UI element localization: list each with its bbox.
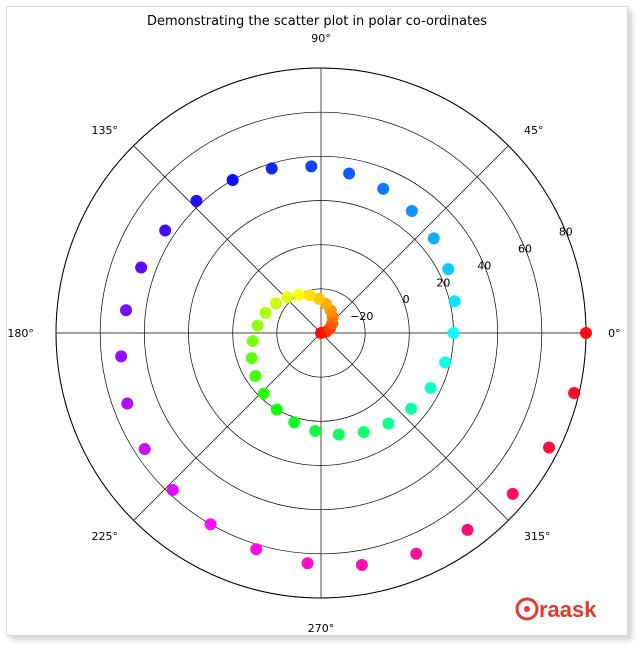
- scatter-point: [250, 543, 262, 555]
- scatter-point: [288, 416, 300, 428]
- scatter-point: [449, 295, 461, 307]
- r-tick-label: 40: [477, 259, 491, 272]
- scatter-point: [258, 388, 270, 400]
- scatter-point: [428, 232, 440, 244]
- scatter-point: [135, 262, 147, 274]
- grid-spoke: [321, 333, 508, 520]
- scatter-point: [293, 289, 305, 301]
- theta-tick-label: 180°: [7, 327, 34, 340]
- scatter-point: [247, 335, 259, 347]
- scatter-point: [356, 559, 368, 571]
- scatter-point: [543, 442, 555, 454]
- grid-spoke: [134, 146, 321, 333]
- scatter-point: [249, 370, 261, 382]
- theta-tick-label: 135°: [92, 124, 119, 137]
- scatter-point: [304, 289, 316, 301]
- scatter-point: [139, 443, 151, 455]
- scatter-point: [442, 263, 454, 275]
- scatter-point: [425, 382, 437, 394]
- scatter-point: [377, 183, 389, 195]
- scatter-point: [205, 518, 217, 530]
- theta-tick-label: 0°: [608, 327, 621, 340]
- scatter-point: [115, 350, 127, 362]
- scatter-point: [405, 403, 417, 415]
- page-frame: Demonstrating the scatter plot in polar …: [0, 0, 639, 647]
- scatter-point: [568, 387, 580, 399]
- scatter-point: [260, 307, 272, 319]
- scatter-point: [382, 418, 394, 430]
- scatter-point: [252, 320, 264, 332]
- radial-tick-labels: −20 0 20 40 60 80: [350, 226, 573, 324]
- brand-text: raask: [539, 597, 597, 622]
- scatter-point: [167, 484, 179, 496]
- scatter-point: [120, 304, 132, 316]
- scatter-point: [439, 356, 451, 368]
- r-tick-label: 20: [436, 276, 450, 289]
- scatter-point: [305, 160, 317, 172]
- scatter-point: [302, 557, 314, 569]
- chart-title: Demonstrating the scatter plot in polar …: [147, 14, 487, 29]
- angular-tick-labels: 0° 45° 90° 135° 180° 225° 270° 315°: [7, 32, 620, 635]
- theta-tick-label: 315°: [524, 530, 551, 543]
- scatter-point: [121, 397, 133, 409]
- scatter-point: [406, 205, 418, 217]
- scatter-point: [271, 404, 283, 416]
- scatter-point: [333, 428, 345, 440]
- scatter-point: [462, 524, 474, 536]
- scatter-point: [343, 168, 355, 180]
- theta-tick-label: 270°: [308, 622, 335, 635]
- scatter-point: [227, 174, 239, 186]
- scatter-point: [410, 548, 422, 560]
- scatter-point: [270, 297, 282, 309]
- scatter-point: [358, 426, 370, 438]
- brand-watermark: raask: [517, 597, 597, 622]
- theta-tick-label: 45°: [524, 124, 544, 137]
- r-tick-label: 80: [559, 226, 573, 239]
- brand-dot-icon: [524, 606, 530, 612]
- r-tick-label: 60: [518, 242, 532, 255]
- scatter-point: [159, 225, 171, 237]
- r-tick-label: −20: [350, 310, 373, 323]
- polar-chart: Demonstrating the scatter plot in polar …: [7, 7, 627, 635]
- scatter-point: [507, 488, 519, 500]
- scatter-point: [266, 162, 278, 174]
- scatter-point: [448, 327, 460, 339]
- scatter-point: [281, 291, 293, 303]
- theta-tick-label: 225°: [92, 530, 119, 543]
- scatter-point: [580, 327, 592, 339]
- theta-tick-label: 90°: [311, 32, 331, 45]
- r-tick-label: 0: [403, 293, 410, 306]
- scatter-point: [246, 352, 258, 364]
- scatter-point: [190, 195, 202, 207]
- scatter-point: [309, 425, 321, 437]
- chart-card: Demonstrating the scatter plot in polar …: [6, 6, 628, 636]
